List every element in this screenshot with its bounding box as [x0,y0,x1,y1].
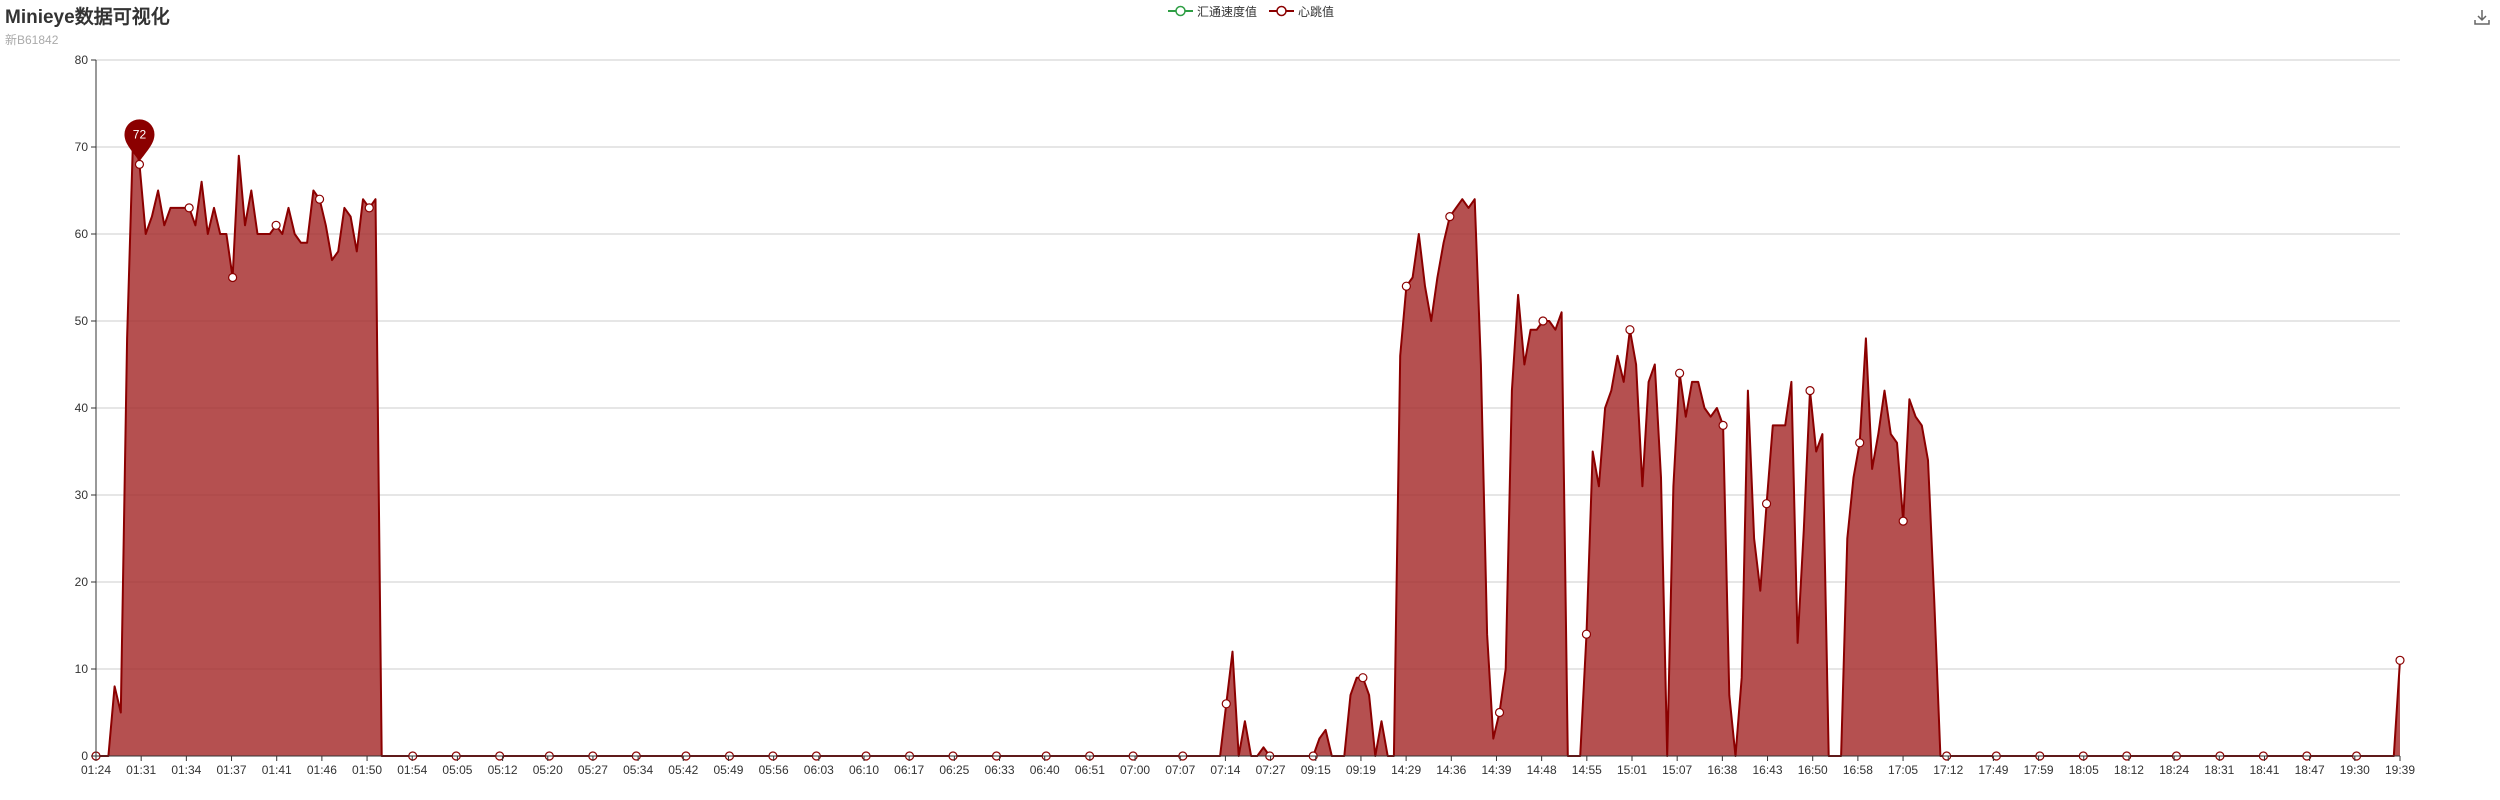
y-tick-label: 0 [81,749,88,763]
x-tick-label: 06:33 [985,763,1015,777]
data-point[interactable] [1358,673,1368,683]
x-tick-label: 14:36 [1436,763,1466,777]
x-tick-label: 05:42 [668,763,698,777]
data-point[interactable] [1494,707,1505,718]
data-point[interactable] [1718,420,1728,430]
series-line [96,128,2401,757]
x-tick-label: 19:30 [2340,763,2370,777]
x-tick-label: 18:41 [2249,763,2279,777]
x-tick-label: 18:12 [2114,763,2144,777]
x-tick-label: 05:56 [759,763,789,777]
data-point[interactable] [1581,629,1592,639]
x-tick-label: 18:24 [2159,763,2189,777]
legend-line-circle-icon [1269,5,1295,17]
max-value-label: 72 [133,127,147,141]
data-point[interactable] [314,194,325,204]
data-point[interactable] [228,272,238,283]
data-point[interactable] [134,159,145,169]
data-point[interactable] [1761,499,1772,509]
x-tick-label: 09:19 [1346,763,1376,777]
data-point[interactable] [1675,368,1685,378]
legend-label-heartbeat: 心跳值 [1298,4,1335,19]
x-tick-label: 05:27 [578,763,608,777]
save-as-image-button[interactable] [2473,8,2491,31]
x-tick-label: 05:05 [442,763,472,777]
x-tick-label: 07:00 [1120,763,1150,777]
data-point[interactable] [364,203,374,213]
x-tick-label: 18:31 [2204,763,2234,777]
y-tick-label: 10 [75,662,89,676]
x-tick-label: 01:41 [262,763,292,777]
legend-label-speed: 汇通速度值 [1197,4,1258,19]
x-tick-label: 07:27 [1256,763,1286,777]
x-tick-label: 06:10 [849,763,879,777]
y-tick-label: 30 [75,488,89,502]
max-value-pin[interactable] [124,119,155,162]
data-point[interactable] [1855,438,1865,448]
x-tick-label: 19:39 [2385,763,2415,777]
x-tick-label: 09:15 [1301,763,1331,777]
x-tick-label: 06:25 [939,763,969,777]
x-tick-label: 17:49 [1978,763,2008,777]
x-tick-label: 01:54 [397,763,427,777]
x-tick-label: 17:12 [1933,763,1963,777]
y-tick-label: 60 [75,227,89,241]
x-tick-label: 01:31 [126,763,156,777]
x-tick-label: 14:39 [1481,763,1511,777]
y-tick-label: 40 [75,401,89,415]
data-point[interactable] [1221,699,1231,709]
y-tick-label: 70 [75,140,89,154]
x-tick-label: 16:50 [1798,763,1828,777]
x-tick-label: 06:03 [804,763,834,777]
data-point[interactable] [1805,386,1815,396]
x-tick-label: 16:43 [1753,763,1783,777]
x-tick-label: 18:47 [2295,763,2325,777]
x-tick-label: 06:40 [1030,763,1060,777]
x-tick-label: 05:34 [623,763,653,777]
x-tick-label: 01:34 [171,763,201,777]
x-tick-label: 15:01 [1617,763,1647,777]
x-tick-label: 17:59 [2024,763,2054,777]
x-tick-label: 05:12 [488,763,518,777]
data-point[interactable] [1401,281,1411,291]
data-point[interactable] [1625,325,1635,335]
y-tick-label: 80 [75,53,89,67]
data-point[interactable] [1445,212,1455,222]
y-tick-label: 20 [75,575,89,589]
x-tick-label: 01:24 [81,763,111,777]
download-icon [2474,10,2490,25]
legend-item-speed[interactable]: 汇通速度值 [1168,3,1257,20]
x-tick-label: 14:55 [1572,763,1602,777]
x-tick-label: 07:07 [1165,763,1195,777]
x-tick-label: 05:49 [713,763,743,777]
x-tick-label: 15:07 [1662,763,1692,777]
x-tick-label: 05:20 [533,763,563,777]
x-tick-label: 06:51 [1075,763,1105,777]
x-tick-label: 16:58 [1843,763,1873,777]
chart-title: Minieye数据可视化 [5,7,170,28]
data-point[interactable] [271,220,281,230]
x-tick-label: 16:38 [1707,763,1737,777]
y-tick-label: 50 [75,314,89,328]
legend-item-heartbeat[interactable]: 心跳值 [1269,3,1334,20]
data-point[interactable] [1538,316,1548,326]
x-tick-label: 07:14 [1210,763,1240,777]
x-tick-label: 01:50 [352,763,382,777]
x-tick-label: 06:17 [894,763,924,777]
x-tick-label: 18:05 [2069,763,2099,777]
x-tick-label: 14:29 [1391,763,1421,777]
x-tick-label: 01:37 [217,763,247,777]
legend-line-circle-icon [1168,5,1193,17]
data-point[interactable] [184,203,194,213]
data-point[interactable] [2395,655,2405,665]
x-tick-label: 01:46 [307,763,337,777]
x-tick-label: 17:05 [1888,763,1918,777]
data-point[interactable] [1898,516,1908,526]
legend: 汇通速度值 心跳值 [1168,2,1346,20]
x-tick-label: 14:48 [1527,763,1557,777]
chart-subtitle: 新B61842 [5,33,59,47]
series-area [96,129,2400,757]
